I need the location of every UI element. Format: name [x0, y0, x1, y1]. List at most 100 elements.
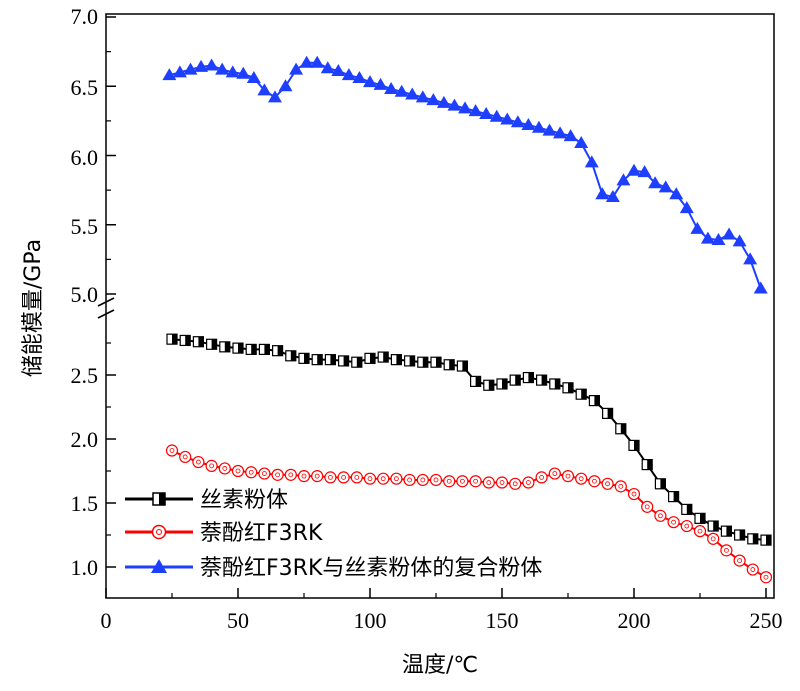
data-point [285, 350, 297, 362]
data-point [297, 470, 311, 483]
data-point [429, 473, 443, 487]
data-point [667, 516, 680, 529]
data-point [278, 79, 293, 92]
data-point [377, 351, 389, 363]
data-point [403, 473, 416, 487]
legend-item-silk: 丝素粉体 [125, 488, 288, 513]
data-point [584, 155, 599, 168]
x-tick-label: 150 [486, 608, 519, 633]
data-point [588, 475, 601, 488]
data-point [390, 472, 403, 485]
data-point [700, 231, 715, 244]
data-point [595, 187, 610, 200]
y-upper-tick-labels: 5.0 5.5 6.0 6.5 7.0 [71, 4, 99, 307]
data-point [733, 554, 746, 567]
data-point [654, 478, 667, 490]
axis-ticks [105, 16, 767, 598]
data-point [258, 343, 270, 355]
data-point [271, 468, 284, 481]
data-point [416, 473, 429, 487]
data-point [267, 90, 282, 103]
data-point [245, 343, 257, 355]
data-point [521, 118, 536, 131]
legend-marker-composite [151, 559, 167, 573]
data-point [720, 525, 733, 537]
legend-marker-silk-fill [159, 493, 165, 505]
data-point [746, 563, 759, 576]
y-lower-tick-labels: 1.0 1.5 2.0 2.5 [71, 363, 99, 580]
data-point [654, 509, 667, 522]
data-point [394, 84, 409, 97]
data-point [373, 77, 388, 90]
data-point [627, 163, 641, 176]
data-point [637, 165, 652, 178]
data-point [363, 472, 377, 485]
data-point [166, 333, 178, 345]
data-point [245, 466, 258, 479]
data-point [535, 471, 548, 484]
data-point [417, 356, 429, 368]
legend-label-pigment: 萘酚红F3RK [200, 521, 323, 546]
data-point [324, 354, 336, 366]
data-point [194, 59, 209, 72]
data-point [352, 70, 367, 83]
y-axis-title: 储能模量/GPa [21, 239, 46, 377]
data-point [404, 355, 416, 367]
data-point [426, 93, 441, 106]
data-point [469, 475, 482, 488]
data-point [258, 467, 271, 480]
data-point [479, 106, 494, 119]
x-tick-labels: 0 50 100 150 200 250 [101, 608, 783, 633]
data-point [331, 64, 346, 77]
x-tick-label: 50 [227, 608, 249, 633]
y-tick-label: 5.0 [71, 282, 99, 307]
y-tick-label: 7.0 [71, 4, 99, 29]
data-point [641, 500, 654, 513]
data-point [257, 83, 272, 96]
data-point [575, 388, 587, 400]
data-point [215, 62, 230, 75]
data-point [601, 477, 614, 490]
data-point [522, 476, 535, 489]
data-point [443, 359, 455, 371]
data-point [204, 58, 219, 71]
data-point [693, 525, 707, 538]
data-point [707, 520, 719, 532]
data-point [510, 115, 525, 128]
data-point [165, 444, 179, 457]
data-point [246, 70, 261, 83]
data-point [179, 334, 191, 347]
data-point [364, 352, 376, 364]
data-point [690, 221, 705, 234]
data-point [310, 55, 325, 68]
data-point [667, 491, 680, 503]
data-point [430, 356, 442, 368]
data-point [219, 341, 231, 353]
data-point [561, 470, 575, 483]
data-point [605, 190, 620, 203]
data-point [641, 459, 653, 471]
data-point [351, 356, 363, 368]
data-point [311, 354, 323, 366]
data-point [614, 480, 627, 493]
data-point [743, 252, 758, 265]
series-line [171, 338, 767, 542]
data-point [231, 464, 245, 478]
data-point [218, 462, 231, 475]
data-point [574, 136, 589, 149]
data-point [443, 475, 456, 488]
data-point [483, 379, 495, 391]
series-layer [162, 55, 773, 584]
y-tick-label: 1.0 [71, 555, 99, 580]
data-point [299, 55, 314, 68]
legend-label-composite: 萘酚红F3RK与丝素粉体的复合粉体 [200, 556, 542, 581]
data-point [680, 519, 693, 533]
data-point [192, 455, 205, 469]
data-point [648, 176, 663, 189]
data-point [495, 476, 509, 489]
data-point [753, 281, 768, 294]
legend-marker-pigment-inner [156, 529, 162, 535]
data-point [496, 378, 508, 390]
data-point [192, 336, 204, 348]
x-axis-title: 温度/℃ [402, 653, 478, 678]
